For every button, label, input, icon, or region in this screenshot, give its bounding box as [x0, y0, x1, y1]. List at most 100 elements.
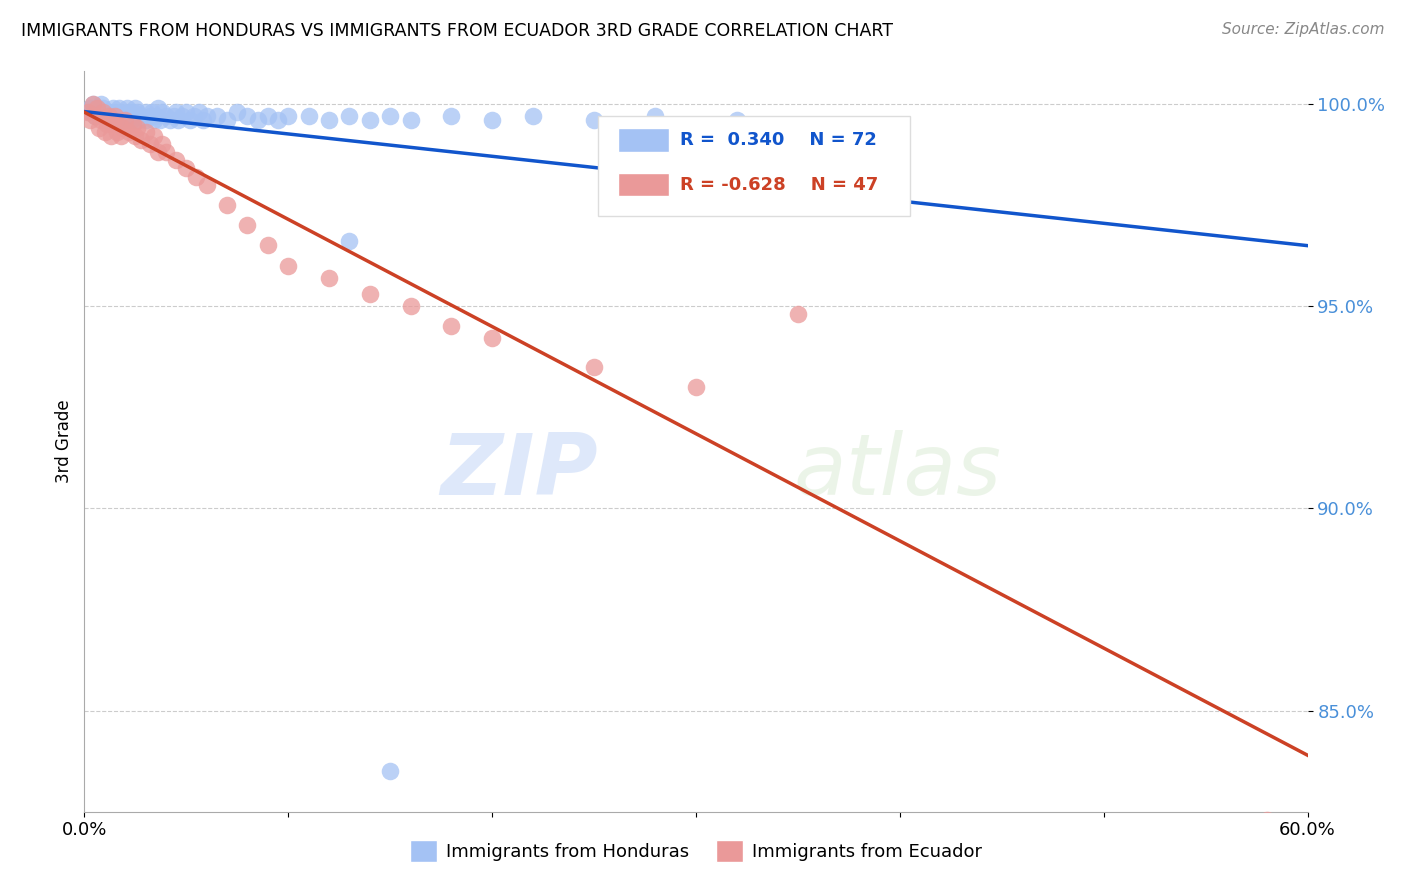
Legend: Immigrants from Honduras, Immigrants from Ecuador: Immigrants from Honduras, Immigrants fro…: [402, 833, 990, 870]
Text: atlas: atlas: [794, 430, 1002, 513]
Point: [114, 109, 136, 123]
FancyBboxPatch shape: [617, 128, 669, 152]
Point: [522, 109, 544, 123]
Point: [83, 109, 105, 123]
Point: [685, 380, 707, 394]
Point: [440, 319, 463, 334]
Point: [195, 178, 218, 192]
Point: [77, 104, 100, 119]
Point: [115, 101, 138, 115]
Point: [481, 331, 503, 345]
Point: [135, 125, 157, 139]
Point: [277, 259, 299, 273]
Point: [174, 104, 197, 119]
Text: R = -0.628    N = 47: R = -0.628 N = 47: [681, 176, 879, 194]
Point: [135, 112, 157, 127]
Point: [105, 125, 128, 139]
Point: [138, 109, 160, 123]
Point: [108, 101, 131, 115]
Y-axis label: 3rd Grade: 3rd Grade: [55, 400, 73, 483]
Point: [226, 104, 249, 119]
Point: [100, 129, 122, 144]
Point: [380, 764, 402, 779]
Point: [93, 104, 115, 119]
Point: [97, 104, 120, 119]
Text: R =  0.340    N = 72: R = 0.340 N = 72: [681, 131, 877, 149]
Point: [163, 109, 186, 123]
Point: [82, 96, 104, 111]
Point: [118, 104, 141, 119]
Point: [149, 112, 172, 127]
Point: [127, 104, 149, 119]
Point: [359, 286, 381, 301]
Point: [131, 109, 153, 123]
Point: [150, 137, 173, 152]
Point: [399, 112, 422, 127]
Point: [79, 112, 101, 127]
Point: [298, 109, 321, 123]
Point: [318, 112, 340, 127]
Point: [124, 129, 146, 144]
Point: [93, 125, 115, 139]
Point: [195, 109, 218, 123]
Point: [122, 117, 145, 131]
Point: [277, 109, 299, 123]
Point: [86, 101, 108, 115]
Point: [1256, 813, 1278, 827]
Point: [96, 117, 118, 131]
Point: [142, 129, 165, 144]
Point: [380, 109, 402, 123]
Point: [187, 104, 209, 119]
Point: [339, 234, 361, 248]
Point: [440, 109, 463, 123]
Point: [105, 109, 128, 123]
FancyBboxPatch shape: [617, 173, 669, 196]
Point: [93, 109, 115, 123]
Point: [91, 101, 114, 115]
Text: IMMIGRANTS FROM HONDURAS VS IMMIGRANTS FROM ECUADOR 3RD GRADE CORRELATION CHART: IMMIGRANTS FROM HONDURAS VS IMMIGRANTS F…: [21, 22, 893, 40]
Point: [179, 112, 201, 127]
Point: [146, 145, 169, 160]
Point: [217, 112, 239, 127]
Point: [124, 101, 146, 115]
Point: [141, 104, 163, 119]
Point: [101, 117, 124, 131]
Point: [318, 270, 340, 285]
Point: [183, 109, 205, 123]
Point: [246, 112, 269, 127]
Point: [110, 104, 132, 119]
Point: [104, 109, 127, 123]
Point: [114, 112, 136, 127]
Point: [142, 112, 165, 127]
Point: [481, 112, 503, 127]
Point: [82, 96, 104, 111]
Point: [108, 117, 131, 131]
Point: [104, 112, 127, 127]
Point: [86, 101, 108, 115]
Point: [146, 101, 169, 115]
Point: [131, 133, 153, 147]
Point: [91, 104, 114, 119]
Text: Source: ZipAtlas.com: Source: ZipAtlas.com: [1222, 22, 1385, 37]
Point: [90, 96, 112, 111]
Point: [583, 112, 606, 127]
Point: [174, 161, 197, 176]
Point: [104, 104, 127, 119]
Point: [267, 112, 290, 127]
Point: [128, 112, 150, 127]
Point: [159, 112, 181, 127]
Point: [79, 101, 101, 115]
Point: [124, 109, 146, 123]
Point: [172, 109, 194, 123]
Point: [217, 198, 239, 212]
Point: [787, 307, 810, 321]
Point: [150, 104, 173, 119]
Point: [191, 112, 214, 127]
Point: [112, 120, 135, 135]
Point: [135, 104, 157, 119]
Point: [77, 104, 100, 119]
Point: [167, 112, 190, 127]
Point: [122, 104, 145, 119]
Point: [145, 109, 167, 123]
Point: [87, 104, 110, 119]
